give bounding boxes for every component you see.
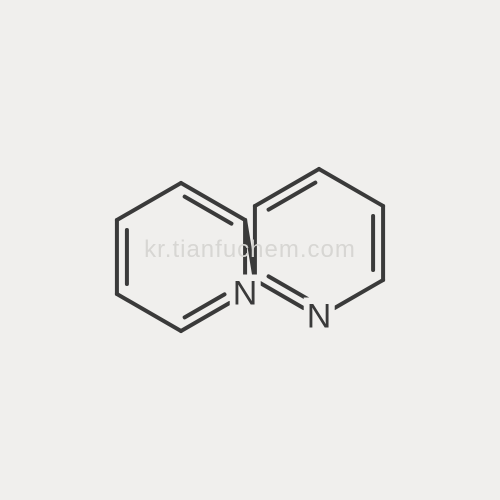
chemical-structure-figure: kr.tianfuchem.com NN (0, 0, 500, 500)
molecule-svg (0, 0, 500, 500)
